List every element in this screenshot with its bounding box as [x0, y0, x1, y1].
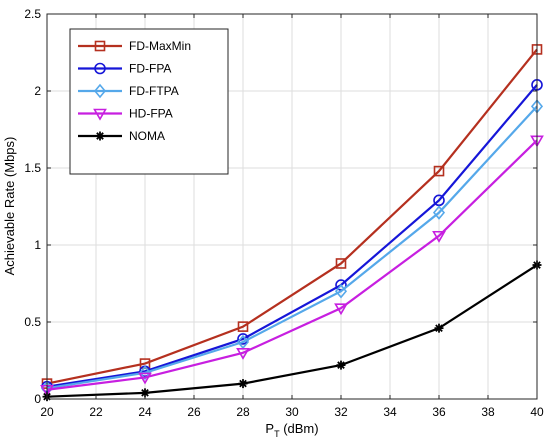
data-point-triangle	[334, 303, 348, 316]
legend: FD-MaxMin FD-FPA FD-FTPA HD-FPA NOMA	[69, 28, 229, 175]
x-axis-label: PT (dBm)	[265, 421, 318, 439]
legend-box	[69, 28, 229, 175]
y-tick-label: 1	[34, 238, 41, 252]
x-axis-label-unit: (dBm)	[280, 421, 319, 436]
data-point-diamond	[93, 83, 107, 99]
legend-entry-fd-fpa: FD-FPA	[78, 62, 171, 76]
data-point-circle	[433, 194, 445, 207]
data-point-square	[433, 165, 445, 177]
y-tick-label: 0	[34, 392, 41, 406]
x-tick-label: 30	[285, 405, 299, 419]
legend-label: FD-FTPA	[129, 84, 179, 98]
data-point-triangle	[138, 372, 152, 385]
data-point-circle	[94, 62, 106, 75]
x-tick-label: 36	[432, 405, 446, 419]
series-line-noma	[46, 264, 538, 398]
x-tick-label: 32	[334, 405, 348, 419]
data-point-asterisk	[434, 323, 444, 333]
y-tick-label: 2.5	[24, 7, 41, 21]
y-tick-label: 2	[34, 84, 41, 98]
legend-label: FD-FPA	[129, 62, 171, 76]
x-tick-label: 24	[138, 405, 152, 419]
x-tick-label: 34	[383, 405, 397, 419]
data-point-diamond	[432, 205, 446, 220]
x-tick-label: 28	[236, 405, 250, 419]
axis-ticks: 20 22 24 26 28 30 32 34 36 38 40 0 0.5 1 1.5 2 2.5	[24, 7, 544, 419]
data-point-triangle	[93, 108, 107, 121]
series-line-fd-fpa	[46, 84, 538, 388]
x-tick-label: 20	[40, 405, 54, 419]
data-point-triangle	[236, 347, 250, 360]
data-point-diamond	[138, 365, 152, 381]
x-tick-label: 26	[187, 405, 201, 419]
data-point-square	[94, 40, 106, 52]
data-point-asterisk	[95, 131, 105, 141]
x-axis-label-subscript: T	[274, 429, 280, 439]
legend-entry-noma: NOMA	[78, 129, 165, 143]
y-axis-label: Achievable Rate (Mbps)	[2, 137, 17, 276]
x-axis-label-main: P	[265, 421, 274, 436]
legend-label: FD-MaxMin	[129, 39, 191, 53]
y-tick-label: 0.5	[24, 315, 41, 329]
data-point-square	[237, 321, 249, 332]
series-line-fd-ftpa	[46, 105, 538, 390]
data-point-asterisk	[336, 360, 346, 370]
legend-entry-fd-ftpa: FD-FTPA	[78, 83, 179, 99]
data-point-square	[335, 258, 347, 269]
x-tick-label: 38	[481, 405, 495, 419]
data-point-triangle	[432, 230, 446, 243]
data-point-square	[139, 358, 151, 369]
legend-entry-fd-maxmin: FD-MaxMin	[78, 39, 191, 53]
series-hd-fpa	[40, 135, 544, 397]
series-line-fd-maxmin	[46, 48, 538, 385]
legend-label: NOMA	[129, 129, 165, 143]
legend-entry-hd-fpa: HD-FPA	[78, 107, 173, 121]
x-tick-label: 22	[89, 405, 103, 419]
legend-label: HD-FPA	[129, 107, 173, 121]
data-point-asterisk	[238, 379, 248, 389]
y-tick-label: 1.5	[24, 161, 41, 175]
series-line-hd-fpa	[46, 139, 538, 391]
data-point-diamond	[334, 283, 348, 299]
x-tick-label: 40	[530, 405, 544, 419]
